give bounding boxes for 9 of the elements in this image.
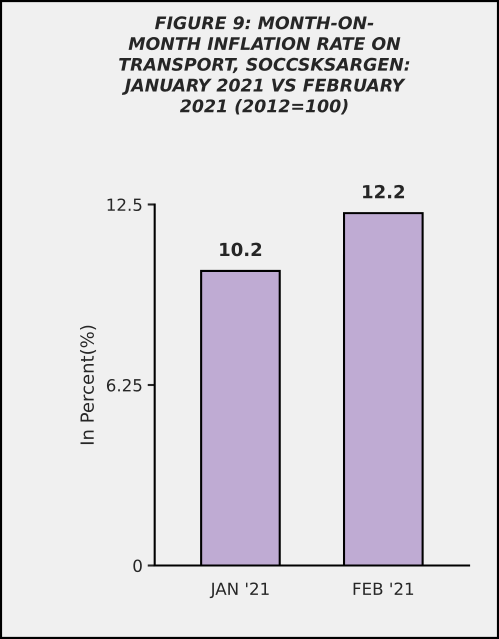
y-tick-label: 6.25 [106, 378, 142, 392]
y-tick-label: 12.5 [108, 198, 142, 212]
data-label: 12.2 [363, 184, 404, 198]
y-axis-title: In Percent(%) [80, 326, 96, 444]
data-label: 10.2 [220, 242, 262, 256]
x-tick-label: JAN '21 [210, 582, 269, 598]
x-tick-label: FEB '21 [354, 582, 414, 595]
chart-title: FIGURE 9: MONTH-ON- MONTH INFLATION RATE ON TRANSPORT, SOCCSKSARGEN: JANUARY 2021 VS FEBRUARY 2021 (2012=100) [119, 16, 410, 114]
y-tick-label: 0 [133, 559, 142, 572]
